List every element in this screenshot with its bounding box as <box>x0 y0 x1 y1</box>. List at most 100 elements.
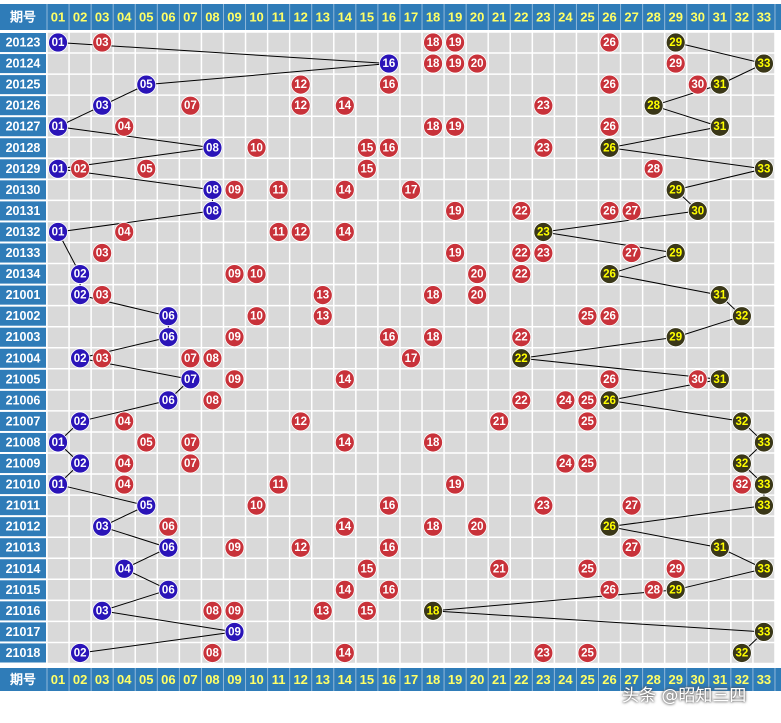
dark-ball-label: 28 <box>647 100 660 112</box>
red-ball-label: 25 <box>581 458 594 470</box>
period-label: 20131 <box>6 204 41 218</box>
dark-ball-label: 33 <box>758 479 771 491</box>
period-cell <box>0 432 46 452</box>
dark-trend-line <box>675 315 743 338</box>
red-ball-label: 24 <box>559 395 572 407</box>
header-col-29: 29 <box>668 10 682 25</box>
red-ball <box>643 579 664 600</box>
blue-ball <box>48 222 68 242</box>
footer-col-33: 33 <box>757 672 771 687</box>
header-col-31: 31 <box>713 10 727 25</box>
header-col-14: 14 <box>338 10 353 25</box>
dark-ball-label: 33 <box>758 58 771 70</box>
red-ball <box>643 158 664 179</box>
red-ball-label: 08 <box>206 647 219 659</box>
dark-ball <box>599 137 620 158</box>
footer-col-23: 23 <box>536 672 550 687</box>
period-cell <box>0 33 46 53</box>
blue-trend-line <box>57 484 147 507</box>
footer-col-07: 07 <box>183 672 197 687</box>
period-cell <box>0 285 46 305</box>
blue-trend-line <box>80 631 235 654</box>
period-label: 21014 <box>6 562 41 576</box>
red-ball-label: 16 <box>383 142 396 154</box>
red-ball <box>334 643 355 663</box>
header-col-11: 11 <box>272 10 286 25</box>
header-col-28: 28 <box>646 10 660 25</box>
header-col-22: 22 <box>514 10 528 25</box>
red-ball-label: 06 <box>162 521 175 533</box>
period-label: 21009 <box>6 457 41 471</box>
red-ball <box>533 243 554 263</box>
red-ball-label: 15 <box>360 163 373 175</box>
blue-ball <box>70 453 90 474</box>
period-label: 20128 <box>6 141 41 155</box>
blue-trend-line <box>57 42 389 65</box>
red-ball <box>224 369 245 390</box>
red-ball-label: 26 <box>603 205 616 217</box>
red-ball-label: 07 <box>184 458 197 470</box>
period-cell <box>0 243 46 263</box>
header-col-26: 26 <box>602 10 616 25</box>
blue-ball-label: 03 <box>96 521 109 533</box>
footer-col-29: 29 <box>668 672 682 687</box>
red-ball-label: 19 <box>449 37 462 49</box>
red-ball <box>599 74 620 95</box>
header-col-08: 08 <box>205 10 219 25</box>
red-ball-label: 14 <box>338 584 351 596</box>
dark-ball-label: 32 <box>735 416 748 428</box>
period-cell <box>0 264 46 284</box>
red-ball-label: 04 <box>118 121 131 133</box>
red-ball <box>577 643 598 663</box>
red-ball <box>92 348 113 369</box>
dark-ball-label: 31 <box>713 542 726 554</box>
period-label: 20130 <box>6 183 41 197</box>
dark-ball <box>754 495 774 516</box>
period-label: 20132 <box>6 225 41 239</box>
red-ball-label: 10 <box>250 311 263 323</box>
red-ball-label: 26 <box>603 584 616 596</box>
red-ball <box>467 285 488 306</box>
dark-ball <box>709 369 730 390</box>
header-label: 期号 <box>10 10 36 25</box>
red-ball <box>599 201 620 221</box>
period-label: 20123 <box>6 36 41 50</box>
red-ball-label: 11 <box>273 226 286 238</box>
dark-ball-label: 31 <box>713 121 726 133</box>
period-cell <box>0 117 46 137</box>
red-ball <box>114 222 135 242</box>
period-cell <box>0 369 46 389</box>
dark-ball <box>709 74 730 95</box>
red-ball <box>268 222 289 242</box>
dark-ball-label: 23 <box>537 226 550 238</box>
red-ball-label: 07 <box>184 353 197 365</box>
dark-ball <box>754 622 774 642</box>
dark-ball <box>731 643 752 663</box>
header-col-05: 05 <box>139 10 153 25</box>
dark-ball <box>665 243 686 263</box>
red-ball-label: 09 <box>228 605 241 617</box>
dark-ball-label: 32 <box>735 311 748 323</box>
period-cell <box>0 538 46 558</box>
red-ball-label: 09 <box>228 332 241 344</box>
blue-ball-label: 05 <box>140 500 153 512</box>
red-ball-label: 27 <box>625 248 638 260</box>
red-ball-label: 23 <box>537 647 550 659</box>
red-ball <box>224 327 245 348</box>
dark-ball-label: 33 <box>758 626 771 638</box>
red-ball <box>180 453 201 474</box>
red-ball-label: 10 <box>250 142 263 154</box>
red-ball <box>158 516 179 537</box>
footer-col-25: 25 <box>580 672 594 687</box>
period-cell <box>0 411 46 431</box>
header-col-23: 23 <box>536 10 550 25</box>
red-ball-label: 03 <box>96 248 109 260</box>
blue-ball-label: 16 <box>383 58 396 70</box>
dark-ball <box>754 158 774 179</box>
red-ball <box>423 516 443 537</box>
footer-col-13: 13 <box>316 672 330 687</box>
red-ball-label: 11 <box>273 184 286 196</box>
period-label: 21013 <box>6 541 41 555</box>
red-ball-label: 25 <box>581 416 594 428</box>
